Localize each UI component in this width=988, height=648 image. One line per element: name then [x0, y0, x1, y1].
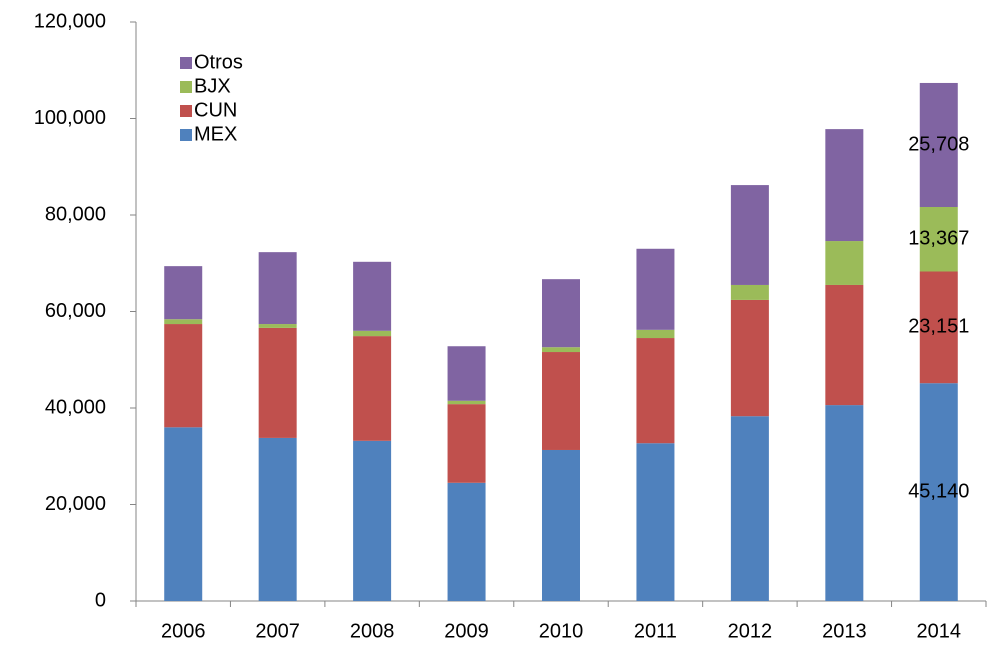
bar-segment	[825, 129, 864, 242]
bar-segment	[542, 449, 580, 601]
bar-segment	[542, 347, 580, 353]
bar-segment	[636, 443, 675, 601]
bar-segment	[258, 324, 297, 328]
legend-label: Otros	[194, 51, 243, 73]
x-tick-label: 2006	[161, 620, 206, 642]
y-tick-label: 60,000	[45, 300, 106, 322]
legend-label: MEX	[194, 123, 237, 145]
legend-swatch	[180, 57, 192, 69]
bar-segment	[919, 82, 958, 208]
data-label: 13,367	[908, 228, 969, 250]
bar-segment	[636, 329, 675, 339]
bar-segment	[447, 400, 486, 405]
bar-segment	[447, 482, 486, 601]
bar-segment	[447, 346, 486, 401]
bar-segment	[730, 284, 769, 300]
bar-segment	[258, 327, 297, 438]
bar-segment	[164, 319, 203, 325]
y-tick-label: 100,000	[34, 107, 106, 129]
x-tick-label: 2012	[728, 620, 773, 642]
bar-segment	[447, 404, 486, 483]
legend-label: CUN	[194, 99, 237, 121]
bar-segment	[353, 440, 392, 601]
bar-segment	[636, 338, 675, 444]
x-tick-label: 2010	[539, 620, 584, 642]
bar-segment	[164, 324, 203, 428]
bar-segment	[353, 330, 392, 337]
bar-segment	[258, 252, 297, 325]
legend-label: BJX	[194, 75, 231, 97]
bar-segment	[919, 271, 958, 384]
legend-swatch	[180, 129, 192, 141]
y-tick-label: 80,000	[45, 203, 106, 225]
y-tick-label: 120,000	[34, 10, 106, 32]
x-tick-label: 2014	[917, 620, 962, 642]
bar-segment	[258, 437, 297, 601]
data-label: 25,708	[908, 133, 969, 155]
data-label: 45,140	[908, 480, 969, 502]
bar-segment	[164, 266, 203, 320]
bar-segment	[919, 207, 958, 272]
y-tick-label: 40,000	[45, 396, 106, 418]
bar-segment	[164, 427, 203, 601]
x-tick-label: 2008	[350, 620, 395, 642]
legend-swatch	[180, 81, 192, 93]
y-tick-label: 0	[95, 589, 106, 611]
bar-segment	[825, 284, 864, 406]
x-tick-label: 2009	[444, 620, 489, 642]
bar-segment	[542, 352, 580, 450]
x-tick-label: 2013	[822, 620, 867, 642]
bar-segment	[730, 299, 769, 417]
legend-swatch	[180, 105, 192, 117]
bar-segment	[825, 241, 864, 285]
bar-segment	[636, 248, 675, 330]
bar-segment	[353, 261, 392, 331]
bar-segment	[825, 405, 864, 601]
y-tick-label: 20,000	[45, 493, 106, 515]
x-tick-label: 2011	[634, 620, 677, 642]
bar-segment	[730, 185, 769, 285]
bar-segment	[542, 279, 580, 348]
bar-segment	[353, 336, 392, 441]
x-tick-label: 2007	[255, 620, 300, 642]
data-label: 23,151	[908, 316, 969, 338]
bar-segment	[730, 416, 769, 601]
bar-segment	[919, 383, 958, 601]
